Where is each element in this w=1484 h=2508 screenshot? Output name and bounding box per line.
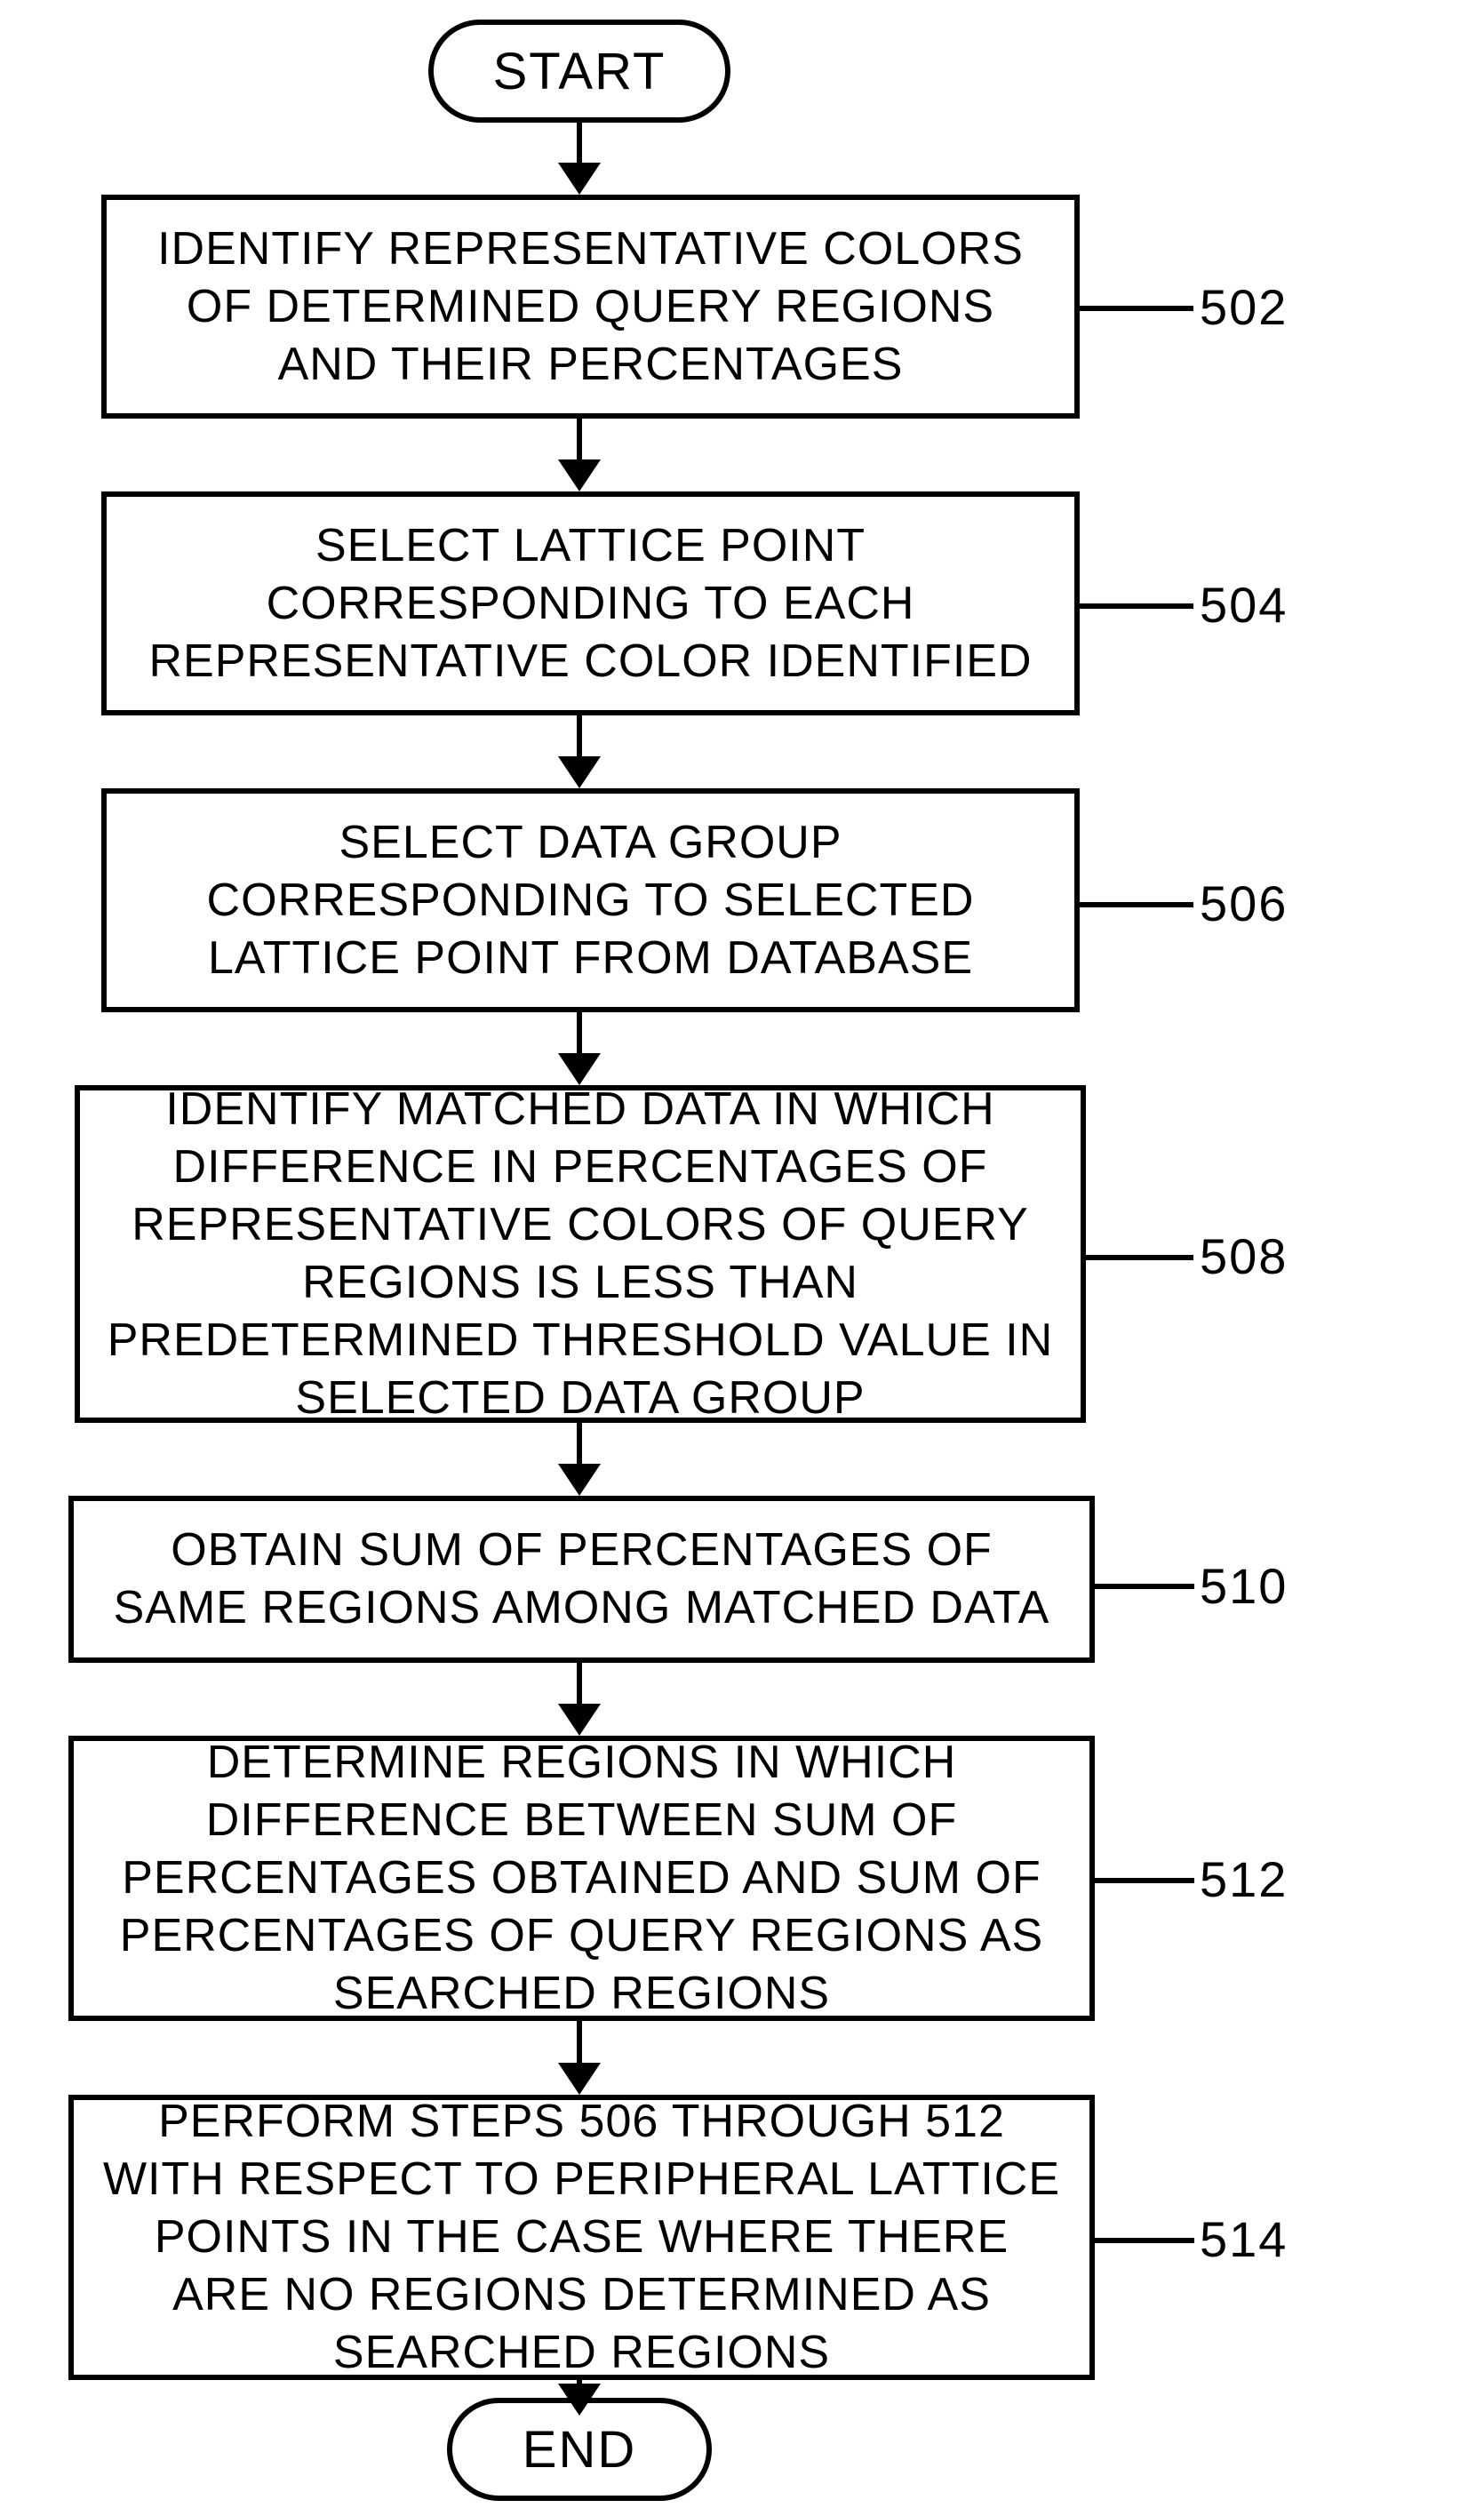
process-506: SELECT DATA GROUP CORRESPONDING TO SELEC… — [101, 788, 1080, 1012]
arrowhead-506-508 — [558, 1053, 601, 1085]
process-504-text: SELECT LATTICE POINT CORRESPONDING TO EA… — [133, 517, 1048, 691]
process-512-text: DETERMINE REGIONS IN WHICH DIFFERENCE BE… — [100, 1734, 1063, 2023]
edge-508-510 — [577, 1423, 582, 1464]
edge-510-512 — [577, 1663, 582, 1704]
ref-dash-504 — [1080, 603, 1193, 609]
ref-dash-502 — [1080, 306, 1193, 311]
end-label: END — [523, 2420, 636, 2480]
ref-504: 504 — [1200, 576, 1288, 634]
ref-510: 510 — [1200, 1557, 1288, 1615]
ref-dash-512 — [1095, 1878, 1194, 1883]
process-512: DETERMINE REGIONS IN WHICH DIFFERENCE BE… — [68, 1736, 1095, 2021]
ref-dash-510 — [1095, 1584, 1194, 1589]
edge-start-502 — [577, 123, 582, 163]
process-502-text: IDENTIFY REPRESENTATIVE COLORS OF DETERM… — [133, 220, 1048, 394]
ref-dash-508 — [1086, 1255, 1193, 1260]
ref-514: 514 — [1200, 2210, 1288, 2268]
process-506-text: SELECT DATA GROUP CORRESPONDING TO SELEC… — [133, 814, 1048, 987]
process-508: IDENTIFY MATCHED DATA IN WHICH DIFFERENC… — [75, 1085, 1086, 1423]
process-514: PERFORM STEPS 506 THROUGH 512 WITH RESPE… — [68, 2095, 1095, 2380]
process-508-text: IDENTIFY MATCHED DATA IN WHICH DIFFERENC… — [107, 1081, 1054, 1427]
start-label: START — [493, 42, 666, 101]
process-514-text: PERFORM STEPS 506 THROUGH 512 WITH RESPE… — [100, 2093, 1063, 2382]
ref-502: 502 — [1200, 278, 1288, 336]
ref-508: 508 — [1200, 1227, 1288, 1285]
ref-512: 512 — [1200, 1850, 1288, 1908]
arrowhead-502-504 — [558, 459, 601, 491]
edge-504-506 — [577, 715, 582, 756]
ref-506: 506 — [1200, 875, 1288, 932]
edge-502-504 — [577, 419, 582, 459]
arrowhead-504-506 — [558, 756, 601, 788]
process-510-text: OBTAIN SUM OF PERCENTAGES OF SAME REGION… — [100, 1522, 1063, 1637]
arrowhead-start-502 — [558, 163, 601, 195]
process-504: SELECT LATTICE POINT CORRESPONDING TO EA… — [101, 491, 1080, 715]
arrowhead-510-512 — [558, 1704, 601, 1736]
ref-dash-514 — [1095, 2238, 1194, 2243]
arrowhead-512-514 — [558, 2063, 601, 2095]
flowchart-canvas: START IDENTIFY REPRESENTATIVE COLORS OF … — [0, 0, 1484, 2508]
process-510: OBTAIN SUM OF PERCENTAGES OF SAME REGION… — [68, 1496, 1095, 1663]
arrowhead-508-510 — [558, 1464, 601, 1496]
edge-512-514 — [577, 2021, 582, 2063]
ref-dash-506 — [1080, 902, 1193, 907]
edge-506-508 — [577, 1012, 582, 1053]
process-502: IDENTIFY REPRESENTATIVE COLORS OF DETERM… — [101, 195, 1080, 419]
start-terminal: START — [428, 20, 730, 123]
